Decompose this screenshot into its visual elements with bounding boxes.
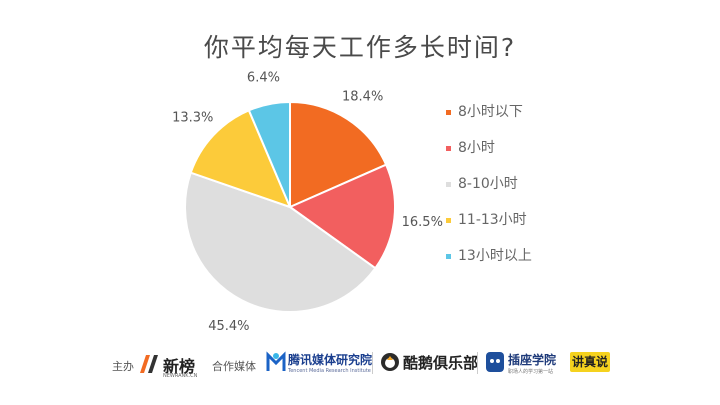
- legend-item-label: 13小时以上: [458, 248, 532, 264]
- partners-label: 合作媒体: [212, 360, 256, 373]
- legend-item-label: 8-10小时: [458, 176, 518, 192]
- legend-swatch: [446, 182, 451, 187]
- pie-chart: 18.4% 16.5% 45.4% 13.3% 6.4% 8小时以下 8小时 8-10小时 1…: [172, 71, 532, 330]
- legend-item-label: 11-13小时: [458, 212, 527, 228]
- separator: [477, 352, 478, 374]
- host-label: 主办: [112, 360, 134, 373]
- separator: [372, 352, 373, 374]
- slice-value-label: 45.4%: [208, 319, 249, 330]
- pie-value-labels: 18.4% 16.5% 45.4% 13.3% 6.4%: [172, 71, 443, 330]
- slice-value-label: 16.5%: [402, 215, 443, 230]
- pie-slice-1: [289, 100, 388, 209]
- legend-swatch: [446, 218, 451, 223]
- pie-slice-2: [287, 163, 396, 270]
- kuge-club-logo-icon: [381, 353, 399, 371]
- footer: 主办 新榜 NEWRANK.CN 合作媒体 腾讯媒体研究院 Tencent Me…: [0, 335, 720, 405]
- chazuo-logo-icon: [486, 352, 504, 372]
- pie-slice-5: [247, 100, 291, 208]
- partner-chazuo-name: 插座学院: [508, 353, 557, 367]
- legend-swatch: [446, 146, 451, 151]
- partner-jiangzhen-logo: 讲真说: [570, 352, 610, 372]
- pie-slice-3: [184, 171, 377, 313]
- legend-item-label: 8小时以下: [458, 104, 523, 120]
- host-logo-text: 新榜: [163, 357, 196, 376]
- pie-slice-4: [189, 109, 292, 209]
- legend-swatch: [446, 254, 451, 259]
- slice-value-label: 13.3%: [172, 110, 213, 125]
- legend-swatch: [446, 110, 451, 115]
- partner-chazuo-sub: 职场人的学习第一站: [508, 369, 554, 375]
- pie-slices: [184, 100, 396, 313]
- chart-title: 你平均每天工作多长时间?: [203, 33, 517, 62]
- tencent-media-logo-icon: [266, 351, 286, 371]
- host-logo-sub: NEWRANK.CN: [163, 373, 198, 379]
- partner-tencent-sub: Tencent Media Research Institute: [288, 368, 371, 374]
- partner-tencent-name: 腾讯媒体研究院: [288, 353, 373, 367]
- slice-value-label: 18.4%: [342, 90, 383, 105]
- partner-kuge-name: 酷鹅俱乐部: [403, 354, 479, 372]
- newrank-logo-icon: [140, 355, 158, 373]
- legend-item-label: 8小时: [458, 140, 495, 156]
- slice-value-label: 6.4%: [247, 71, 280, 86]
- legend: 8小时以下 8小时 8-10小时 11-13小时 13小时以上: [446, 104, 532, 264]
